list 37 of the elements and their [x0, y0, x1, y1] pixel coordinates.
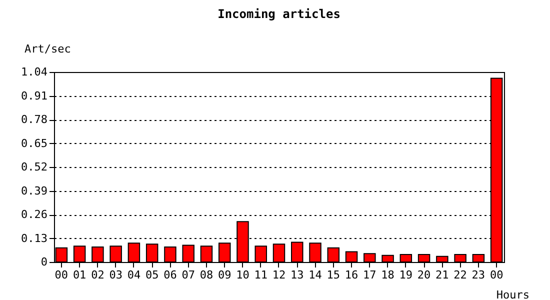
x-tick-label: 21: [436, 268, 449, 282]
x-tick-label: 03: [109, 268, 122, 282]
y-tick-label: 0.91: [21, 89, 48, 102]
x-tick-label: 12: [272, 268, 286, 282]
x-tick-label: 18: [381, 268, 394, 282]
y-tick-label: 0: [40, 256, 48, 268]
x-tick-label: 04: [127, 268, 141, 282]
y-tick-label: 0.13: [21, 232, 48, 245]
x-tick-label: 11: [254, 268, 268, 282]
x-axis-title: Hours: [496, 288, 530, 300]
x-tick-label: 15: [326, 268, 340, 282]
x-tick-label: 09: [218, 268, 232, 282]
chart-title: Incoming articles: [218, 7, 340, 21]
x-tick-label: 13: [290, 268, 304, 282]
x-tick-label: 05: [145, 268, 159, 282]
x-tick-label: 14: [308, 268, 322, 282]
x-tick-label: 17: [363, 268, 376, 282]
y-tick-label: 0.39: [21, 184, 48, 198]
x-tick-label: 02: [91, 268, 104, 282]
x-tick-label: 00: [490, 268, 504, 282]
x-tick-label: 08: [200, 268, 214, 282]
y-axis-title: Art/sec: [24, 42, 71, 56]
x-tick-label: 01: [72, 268, 86, 282]
y-tick-label: 0.52: [21, 160, 48, 174]
x-tick-label: 19: [399, 268, 413, 282]
x-tick-label: 07: [182, 268, 195, 282]
y-tick-label: 1.04: [21, 66, 48, 78]
x-tick-label: 00: [54, 268, 68, 282]
x-tick-label: 23: [472, 268, 486, 282]
y-tick-label: 0.26: [21, 208, 48, 221]
x-tick-label: 22: [454, 268, 467, 282]
x-tick-label: 10: [236, 268, 250, 282]
y-tick-label: 0.78: [21, 113, 48, 126]
y-tick-label: 0.65: [21, 136, 48, 150]
x-tick-label: 20: [417, 268, 431, 282]
x-tick-label: 06: [164, 268, 177, 282]
x-tick-label: 16: [344, 268, 358, 282]
